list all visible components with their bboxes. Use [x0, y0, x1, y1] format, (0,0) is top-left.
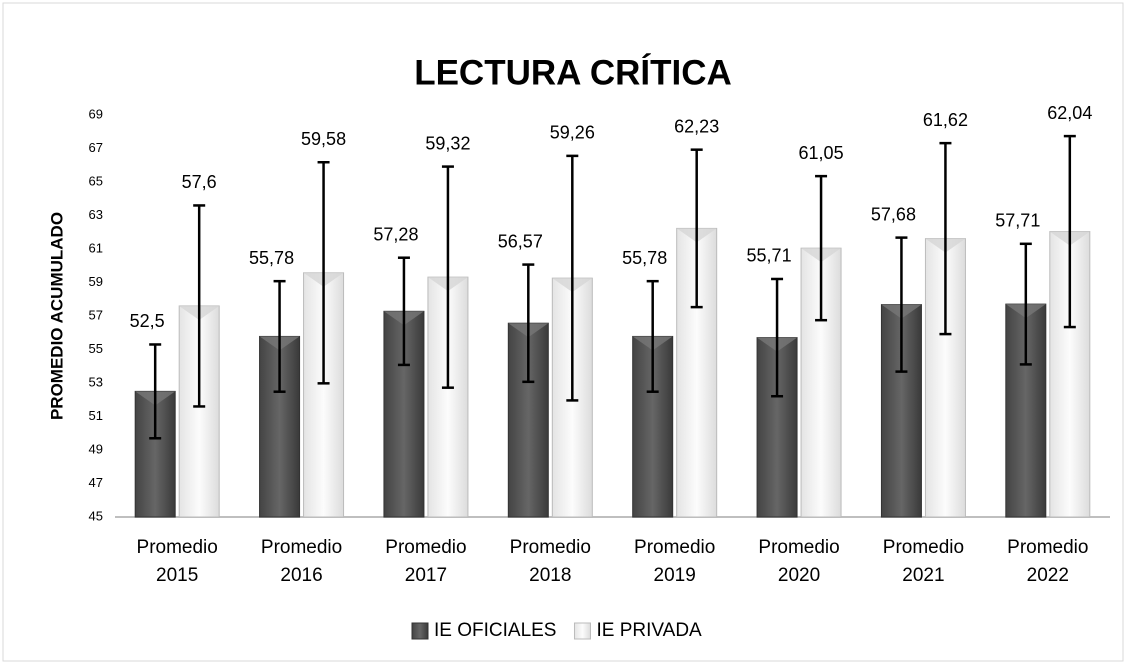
data-label: 59,26 [550, 123, 595, 143]
data-label: 52,5 [130, 311, 165, 331]
data-label: 59,32 [425, 133, 470, 153]
data-label: 57,68 [871, 204, 916, 224]
legend-label: IE PRIVADA [596, 620, 702, 641]
legend-swatch [411, 622, 429, 640]
y-tick-label: 49 [89, 441, 103, 456]
data-label: 61,05 [799, 143, 844, 163]
legend-swatch [573, 622, 591, 640]
data-label: 55,78 [622, 248, 667, 268]
x-tick-label: Promedio 2016 [261, 537, 342, 586]
y-tick-label: 67 [89, 140, 103, 155]
x-tick-label: Promedio 2019 [634, 537, 715, 586]
x-tick-label: Promedio 2018 [510, 537, 591, 586]
y-tick-label: 45 [89, 508, 103, 523]
data-label: 57,28 [373, 224, 418, 244]
y-tick-label: 61 [89, 240, 103, 255]
data-label: 55,78 [249, 248, 294, 268]
data-label: 55,71 [747, 246, 792, 266]
data-label: 57,6 [182, 172, 217, 192]
y-tick-label: 55 [89, 341, 103, 356]
data-label: 62,23 [674, 116, 719, 136]
data-label: 62,04 [1047, 103, 1092, 123]
data-label: 61,62 [923, 110, 968, 130]
x-tick-label: Promedio 2015 [137, 537, 218, 586]
x-tick-label: Promedio 2021 [883, 537, 964, 586]
x-tick-label: Promedio 2017 [385, 537, 466, 586]
y-tick-label: 57 [89, 307, 103, 322]
y-tick-label: 69 [89, 106, 103, 121]
y-tick-label: 65 [89, 173, 103, 188]
y-tick-label: 53 [89, 374, 103, 389]
data-label: 56,57 [498, 231, 543, 251]
y-tick-label: 63 [89, 207, 103, 222]
y-tick-label: 51 [89, 408, 103, 423]
chart-title: LECTURA CRÍTICA [414, 52, 732, 92]
legend-label: IE OFICIALES [434, 620, 556, 641]
data-label: 57,71 [995, 211, 1040, 231]
x-tick-label: Promedio 2020 [758, 537, 839, 586]
y-tick-label: 47 [89, 475, 103, 490]
data-label: 59,58 [301, 129, 346, 149]
y-axis-label: PROMEDIO ACUMULADO [47, 212, 66, 420]
x-tick-label: Promedio 2022 [1007, 537, 1088, 586]
y-tick-label: 59 [89, 274, 103, 289]
